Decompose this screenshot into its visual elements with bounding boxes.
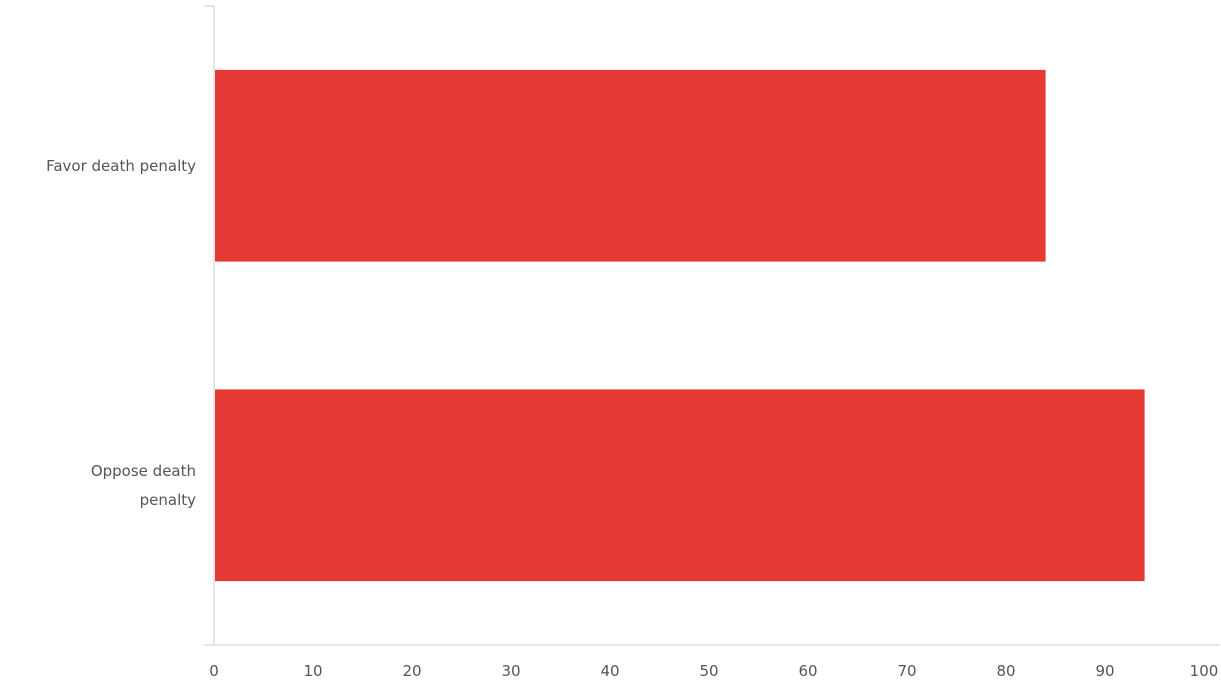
- x-tick-label-20: 20: [402, 662, 421, 680]
- bar-1: [215, 389, 1145, 582]
- bar-0: [215, 69, 1046, 262]
- x-tick-label-90: 90: [1095, 662, 1114, 680]
- x-tick-label-30: 30: [501, 662, 520, 680]
- x-tick-label-60: 60: [798, 662, 817, 680]
- x-tick-label-100: 100: [1190, 662, 1219, 680]
- x-tick-label-0: 0: [209, 662, 219, 680]
- axes-layer: [204, 5, 1220, 646]
- category-label-0: Favor death penalty: [46, 157, 196, 175]
- x-tick-label-10: 10: [303, 662, 322, 680]
- bars-layer: [215, 69, 1145, 582]
- labels-layer: Favor death penalty Oppose death penalty 0 1…: [46, 157, 1218, 680]
- x-tick-label-70: 70: [897, 662, 916, 680]
- x-tick-label-50: 50: [699, 662, 718, 680]
- category-label-1: Oppose death penalty: [91, 462, 196, 509]
- x-tick-label-80: 80: [996, 662, 1015, 680]
- x-tick-label-40: 40: [600, 662, 619, 680]
